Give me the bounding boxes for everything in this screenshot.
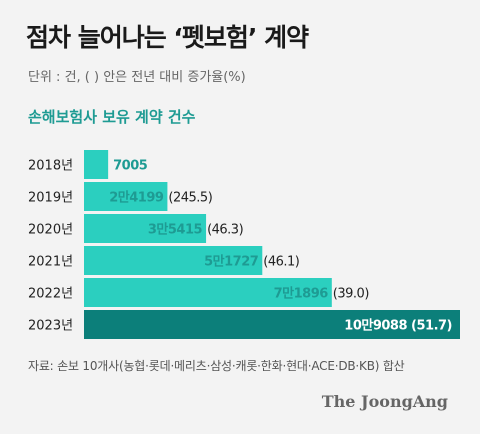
category-label: 2020년 [28,223,73,238]
bar-2023년 [84,310,460,339]
value-label: 5만1727 [204,254,259,270]
category-label: 2022년 [28,287,73,302]
unit-note: 단위 : 건, ( ) 안은 전년 대비 증가율(%) [28,70,246,85]
category-label: 2023년 [28,319,73,334]
publisher-logo: The JoongAng [321,392,448,411]
source-note: 자료: 손보 10개사(농협·롯데·메리츠·삼성·캐롯·한화·현대·ACE·DB… [28,359,405,373]
value-label: 7005 [113,159,148,174]
chart-title: 손해보험사 보유 계약 건수 [28,108,196,126]
bar-2020년 [84,214,207,243]
page-title: 점차 늘어나는 ‘펫보험’ 계약 [26,23,309,52]
growth-label: (245.5) [168,191,212,206]
bar-2019년 [84,182,168,211]
value-label: 10만9088 (51.7) [344,318,452,334]
bar-2018년 [84,150,109,179]
category-label: 2019년 [28,191,73,206]
category-label: 2018년 [28,159,73,174]
growth-label: (39.0) [333,287,369,302]
value-label: 7만1896 [274,286,329,302]
category-label: 2021년 [28,255,73,270]
value-label: 2만4199 [109,190,164,206]
growth-label: (46.3) [207,223,243,238]
value-label: 3만5415 [148,222,203,238]
bar-2021년 [84,246,263,275]
growth-label: (46.1) [263,255,299,270]
bar-2022년 [84,278,332,307]
